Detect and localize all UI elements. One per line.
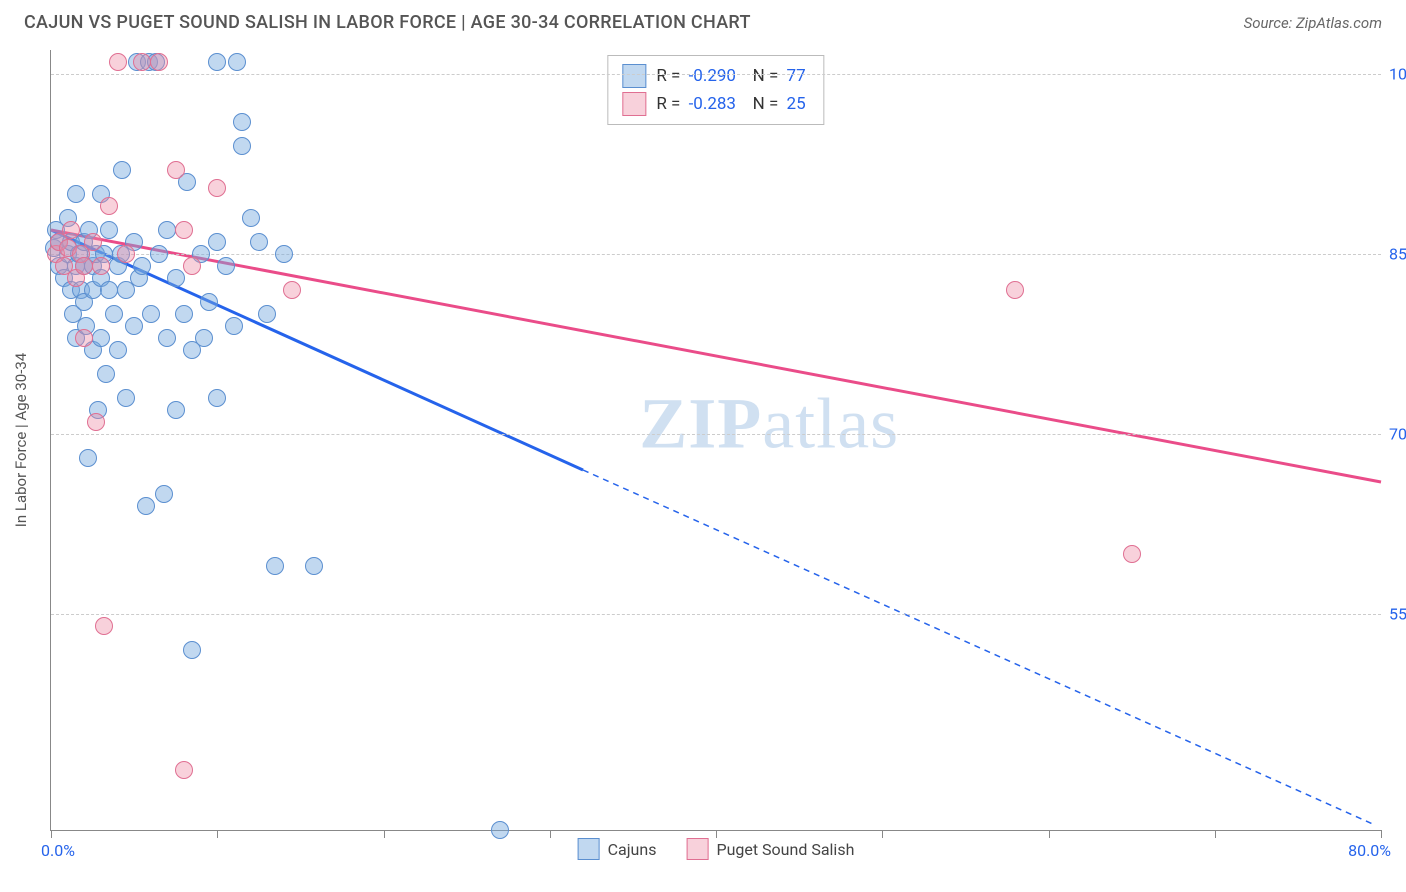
- data-point: [183, 257, 201, 275]
- data-point: [109, 53, 127, 71]
- data-point: [62, 221, 80, 239]
- data-point: [133, 257, 151, 275]
- data-point: [228, 53, 246, 71]
- x-tick: [550, 830, 551, 838]
- plot-area: In Labor Force | Age 30-34 ZIPatlas R = …: [50, 50, 1381, 831]
- x-tick: [1215, 830, 1216, 838]
- legend-swatch: [578, 838, 600, 860]
- series-legend: Cajuns Puget Sound Salish: [578, 838, 855, 860]
- y-tick-label: 55.0%: [1389, 605, 1406, 624]
- data-point: [167, 269, 185, 287]
- data-point: [305, 557, 323, 575]
- data-point: [200, 293, 218, 311]
- data-point: [150, 245, 168, 263]
- data-point: [208, 233, 226, 251]
- x-tick: [384, 830, 385, 838]
- data-point: [167, 401, 185, 419]
- data-point: [87, 413, 105, 431]
- y-tick-label: 100.0%: [1389, 65, 1406, 84]
- data-point: [97, 365, 115, 383]
- data-point: [95, 617, 113, 635]
- data-point: [100, 197, 118, 215]
- data-point: [105, 305, 123, 323]
- data-point: [158, 221, 176, 239]
- trend-line-extrapolated: [583, 470, 1373, 824]
- data-point: [79, 449, 97, 467]
- gridline: [51, 614, 1381, 615]
- data-point: [113, 161, 131, 179]
- data-point: [491, 821, 509, 839]
- data-point: [225, 317, 243, 335]
- x-tick: [716, 830, 717, 838]
- x-tick: [217, 830, 218, 838]
- gridline: [51, 254, 1381, 255]
- data-point: [208, 179, 226, 197]
- data-point: [1006, 281, 1024, 299]
- series-legend-item: Puget Sound Salish: [686, 838, 854, 860]
- data-point: [183, 641, 201, 659]
- header: CAJUN VS PUGET SOUND SALISH IN LABOR FOR…: [0, 0, 1406, 41]
- x-tick: [1381, 830, 1382, 838]
- data-point: [175, 221, 193, 239]
- data-point: [155, 485, 173, 503]
- data-point: [92, 257, 110, 275]
- legend-row: R = -0.290 N = 77: [622, 62, 809, 90]
- data-point: [100, 221, 118, 239]
- x-tick: [1049, 830, 1050, 838]
- data-point: [67, 185, 85, 203]
- data-point: [258, 305, 276, 323]
- y-axis-title: In Labor Force | Age 30-34: [12, 353, 30, 527]
- data-point: [84, 233, 102, 251]
- data-point: [233, 113, 251, 131]
- series-legend-label: Puget Sound Salish: [716, 840, 854, 859]
- data-point: [242, 209, 260, 227]
- trend-line: [51, 230, 1381, 482]
- data-point: [266, 557, 284, 575]
- data-point: [133, 53, 151, 71]
- gridline: [51, 434, 1381, 435]
- legend-swatch: [622, 64, 646, 88]
- data-point: [117, 245, 135, 263]
- gridline: [51, 74, 1381, 75]
- series-legend-label: Cajuns: [608, 840, 657, 859]
- data-point: [150, 53, 168, 71]
- legend-row: R = -0.283 N = 25: [622, 90, 809, 118]
- data-point: [125, 317, 143, 335]
- y-tick-label: 85.0%: [1389, 245, 1406, 264]
- data-point: [1123, 545, 1141, 563]
- data-point: [283, 281, 301, 299]
- data-point: [142, 305, 160, 323]
- trend-lines: [51, 50, 1381, 830]
- x-axis-min: 0.0%: [41, 841, 75, 860]
- source-label: Source: ZipAtlas.com: [1244, 14, 1382, 32]
- legend-swatch: [622, 92, 646, 116]
- data-point: [92, 329, 110, 347]
- x-tick: [882, 830, 883, 838]
- data-point: [217, 257, 235, 275]
- data-point: [195, 329, 213, 347]
- data-point: [208, 389, 226, 407]
- series-legend-item: Cajuns: [578, 838, 657, 860]
- chart-title: CAJUN VS PUGET SOUND SALISH IN LABOR FOR…: [24, 12, 751, 33]
- data-point: [100, 281, 118, 299]
- correlation-legend: R = -0.290 N = 77R = -0.283 N = 25: [607, 55, 824, 125]
- data-point: [275, 245, 293, 263]
- y-tick-label: 70.0%: [1389, 425, 1406, 444]
- data-point: [137, 497, 155, 515]
- x-tick: [51, 830, 52, 838]
- data-point: [250, 233, 268, 251]
- data-point: [175, 305, 193, 323]
- data-point: [233, 137, 251, 155]
- data-point: [117, 389, 135, 407]
- data-point: [175, 761, 193, 779]
- chart-container: CAJUN VS PUGET SOUND SALISH IN LABOR FOR…: [0, 0, 1406, 892]
- data-point: [158, 329, 176, 347]
- data-point: [208, 53, 226, 71]
- data-point: [75, 329, 93, 347]
- data-point: [75, 257, 93, 275]
- data-point: [109, 341, 127, 359]
- data-point: [167, 161, 185, 179]
- x-axis-max: 80.0%: [1348, 841, 1391, 860]
- legend-swatch: [686, 838, 708, 860]
